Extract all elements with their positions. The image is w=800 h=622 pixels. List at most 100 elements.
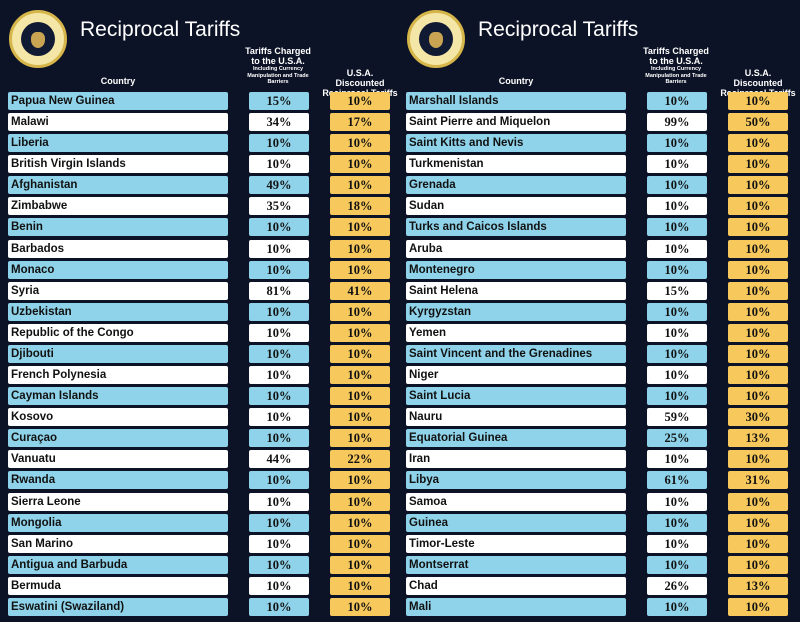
country-cell: Monaco bbox=[8, 260, 228, 279]
country-cell: Kosovo bbox=[8, 408, 228, 427]
tariff-charged-cell: 10% bbox=[249, 323, 309, 342]
reciprocal-tariff-cell: 10% bbox=[330, 323, 390, 342]
table-row: Vanuatu 44% 22% bbox=[0, 450, 400, 469]
country-cell: Mongolia bbox=[8, 513, 228, 532]
tariff-charged-cell: 81% bbox=[249, 281, 309, 300]
left-panel: Reciprocal Tariffs Country Tariffs Charg… bbox=[0, 10, 400, 616]
country-cell: British Virgin Islands bbox=[8, 155, 228, 174]
table-row: Republic of the Congo 10% 10% bbox=[0, 323, 400, 342]
country-cell: Saint Helena bbox=[406, 281, 626, 300]
tariff-charged-cell: 10% bbox=[249, 344, 309, 363]
table-row: Turks and Caicos Islands 10% 10% bbox=[398, 218, 798, 237]
reciprocal-tariff-cell: 13% bbox=[728, 429, 788, 448]
country-cell: Zimbabwe bbox=[8, 197, 228, 216]
table-row: Sudan 10% 10% bbox=[398, 197, 798, 216]
tariff-charged-cell: 15% bbox=[249, 92, 309, 110]
reciprocal-tariff-cell: 10% bbox=[728, 155, 788, 174]
country-cell: Rwanda bbox=[8, 471, 228, 490]
tariff-charged-cell: 10% bbox=[249, 597, 309, 616]
tariff-charged-cell: 10% bbox=[647, 387, 707, 406]
table-row: Kosovo 10% 10% bbox=[0, 408, 400, 427]
table-row: Marshall Islands 10% 10% bbox=[398, 92, 798, 110]
country-cell: French Polynesia bbox=[8, 366, 228, 385]
table-row: Equatorial Guinea 25% 13% bbox=[398, 429, 798, 448]
country-cell: Iran bbox=[406, 450, 626, 469]
reciprocal-tariff-cell: 41% bbox=[330, 281, 390, 300]
tariff-charged-cell: 10% bbox=[647, 597, 707, 616]
table-row: Saint Vincent and the Grenadines 10% 10% bbox=[398, 344, 798, 363]
tariff-charged-cell: 99% bbox=[647, 113, 707, 132]
table-row: Rwanda 10% 10% bbox=[0, 471, 400, 490]
table-row: Curaçao 10% 10% bbox=[0, 429, 400, 448]
country-cell: Saint Kitts and Nevis bbox=[406, 134, 626, 153]
reciprocal-tariff-cell: 10% bbox=[728, 302, 788, 321]
reciprocal-tariff-cell: 17% bbox=[330, 113, 390, 132]
table-row: Libya 61% 31% bbox=[398, 471, 798, 490]
table-row: Mongolia 10% 10% bbox=[0, 513, 400, 532]
table-row: Monaco 10% 10% bbox=[0, 260, 400, 279]
country-cell: Mali bbox=[406, 597, 626, 616]
reciprocal-tariff-cell: 10% bbox=[330, 302, 390, 321]
reciprocal-tariff-cell: 10% bbox=[330, 260, 390, 279]
reciprocal-tariff-cell: 13% bbox=[728, 576, 788, 595]
reciprocal-tariff-cell: 10% bbox=[330, 429, 390, 448]
table-row: Eswatini (Swaziland) 10% 10% bbox=[0, 597, 400, 616]
right-panel: Reciprocal Tariffs Country Tariffs Charg… bbox=[398, 0, 798, 622]
table-row: Malawi 34% 17% bbox=[0, 113, 400, 132]
country-cell: Sierra Leone bbox=[8, 492, 228, 511]
reciprocal-tariff-cell: 10% bbox=[330, 155, 390, 174]
reciprocal-tariff-cell: 10% bbox=[330, 513, 390, 532]
table-row: Saint Lucia 10% 10% bbox=[398, 387, 798, 406]
table-row: Saint Pierre and Miquelon 99% 50% bbox=[398, 113, 798, 132]
table-row: Aruba 10% 10% bbox=[398, 239, 798, 258]
tariff-charged-cell: 10% bbox=[249, 429, 309, 448]
reciprocal-tariff-cell: 10% bbox=[728, 260, 788, 279]
country-cell: Syria bbox=[8, 281, 228, 300]
country-cell: Sudan bbox=[406, 197, 626, 216]
tariff-charged-cell: 10% bbox=[249, 576, 309, 595]
country-cell: Libya bbox=[406, 471, 626, 490]
tariff-charged-cell: 61% bbox=[647, 471, 707, 490]
tariff-charged-cell: 10% bbox=[249, 218, 309, 237]
country-cell: Liberia bbox=[8, 134, 228, 153]
tariff-charged-cell: 10% bbox=[249, 492, 309, 511]
tariff-charged-cell: 25% bbox=[647, 429, 707, 448]
country-cell: Equatorial Guinea bbox=[406, 429, 626, 448]
table-row: Syria 81% 41% bbox=[0, 281, 400, 300]
reciprocal-tariff-cell: 10% bbox=[728, 92, 788, 110]
country-cell: Aruba bbox=[406, 239, 626, 258]
reciprocal-tariff-cell: 10% bbox=[330, 555, 390, 574]
tariff-charged-cell: 10% bbox=[647, 450, 707, 469]
presidential-seal-logo bbox=[407, 10, 465, 68]
country-cell: San Marino bbox=[8, 534, 228, 553]
table-row: Samoa 10% 10% bbox=[398, 492, 798, 511]
tariff-charged-cell: 49% bbox=[249, 176, 309, 195]
tariff-charged-cell: 10% bbox=[647, 92, 707, 110]
table-row: Nauru 59% 30% bbox=[398, 408, 798, 427]
tariff-charged-cell: 59% bbox=[647, 408, 707, 427]
country-cell: Cayman Islands bbox=[8, 387, 228, 406]
table-row: Montenegro 10% 10% bbox=[398, 260, 798, 279]
country-cell: Saint Vincent and the Grenadines bbox=[406, 344, 626, 363]
reciprocal-tariff-cell: 10% bbox=[330, 492, 390, 511]
tariff-charged-cell: 10% bbox=[249, 239, 309, 258]
tariff-charged-cell: 10% bbox=[249, 471, 309, 490]
tariff-charged-cell: 10% bbox=[249, 155, 309, 174]
tariff-charged-cell: 10% bbox=[647, 555, 707, 574]
reciprocal-tariff-cell: 10% bbox=[728, 197, 788, 216]
country-cell: Yemen bbox=[406, 323, 626, 342]
tariffs-note: Including Currency Manipulation and Trad… bbox=[645, 66, 707, 85]
tariff-charged-cell: 10% bbox=[647, 302, 707, 321]
country-cell: Vanuatu bbox=[8, 450, 228, 469]
country-cell: Niger bbox=[406, 366, 626, 385]
tariffs-note: Including Currency Manipulation and Trad… bbox=[247, 66, 309, 85]
country-cell: Antigua and Barbuda bbox=[8, 555, 228, 574]
reciprocal-tariff-cell: 10% bbox=[728, 323, 788, 342]
reciprocal-tariff-cell: 10% bbox=[728, 492, 788, 511]
tariffs-charged-header: Tariffs Charged to the U.S.A. Including C… bbox=[638, 46, 714, 86]
table-row: Montserrat 10% 10% bbox=[398, 555, 798, 574]
table-row: Sierra Leone 10% 10% bbox=[0, 492, 400, 511]
table-row: Liberia 10% 10% bbox=[0, 134, 400, 153]
reciprocal-tariff-cell: 10% bbox=[330, 218, 390, 237]
tariff-charged-cell: 10% bbox=[249, 366, 309, 385]
